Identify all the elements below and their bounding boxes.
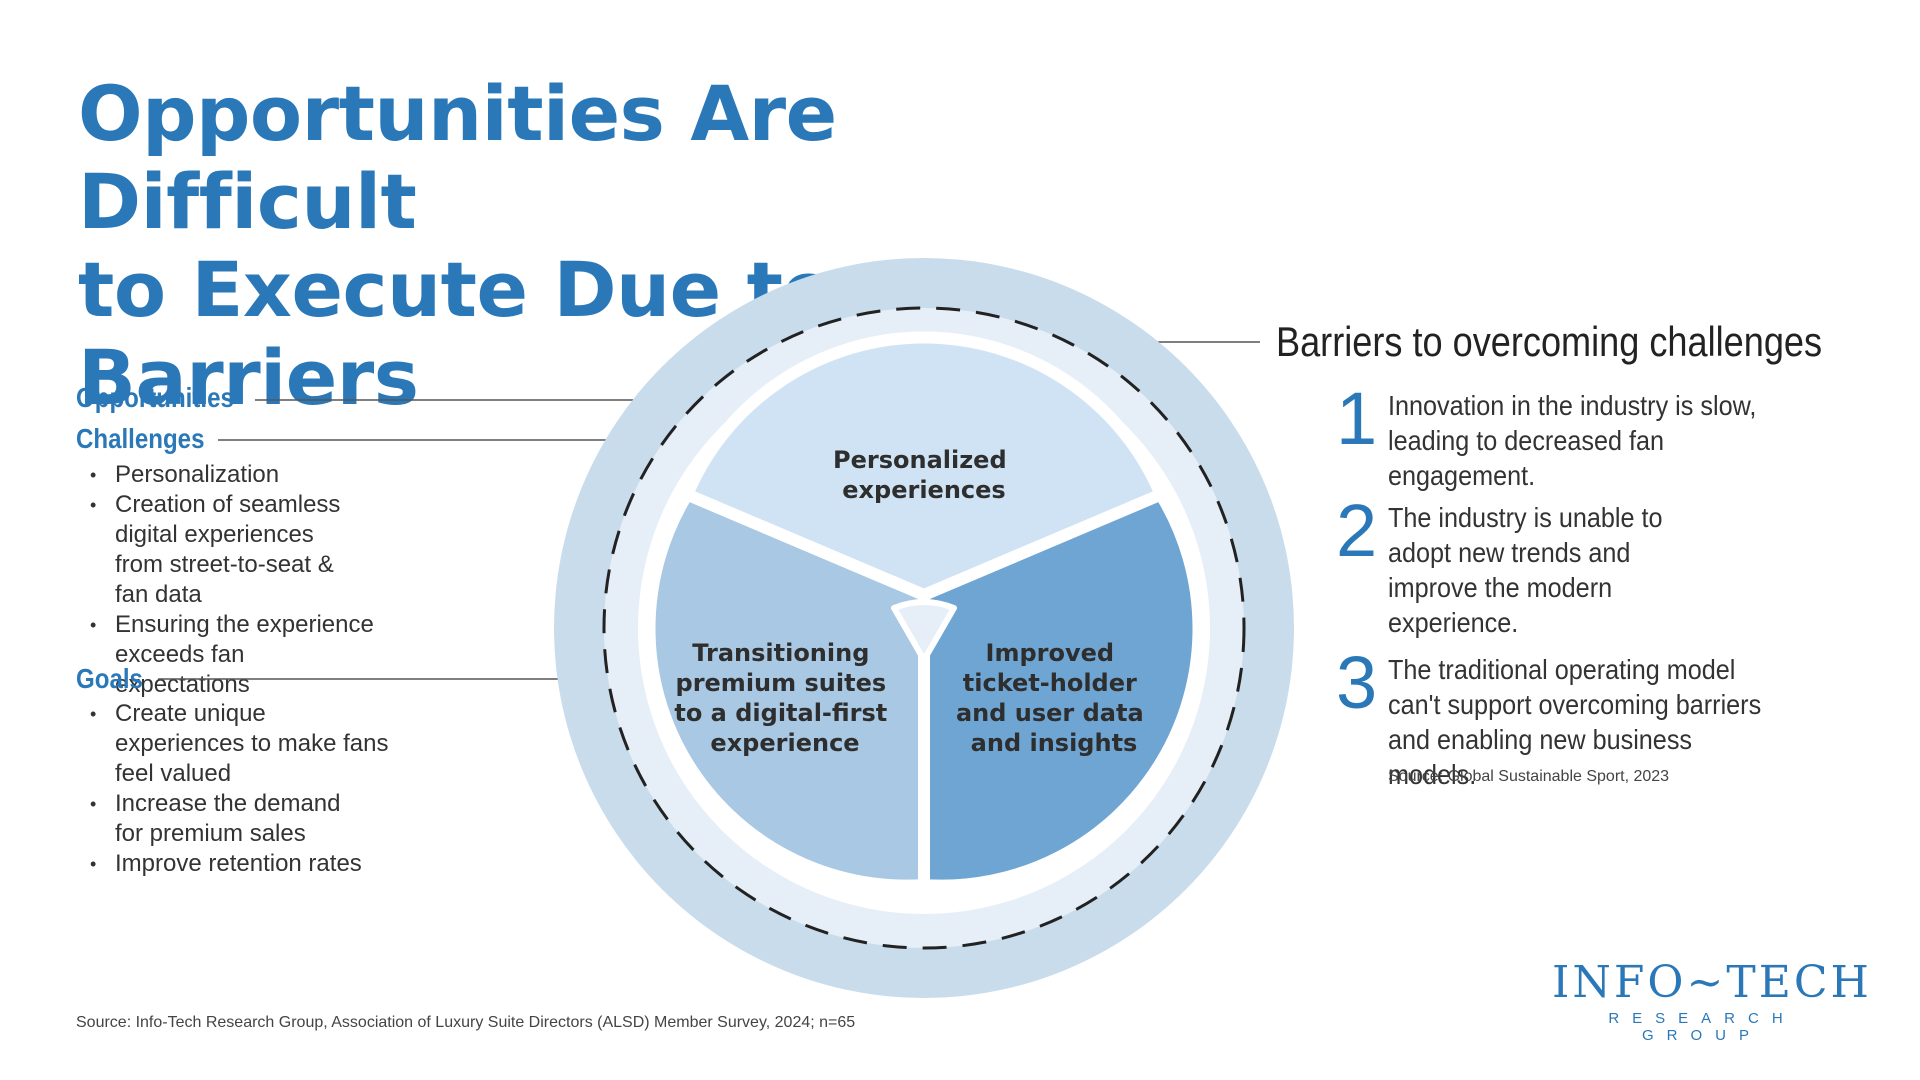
segment-personalized — [681, 331, 1167, 601]
barrier-text: The industry is unable to adopt new tren… — [1388, 502, 1663, 638]
goal-item: Improve retention rates — [82, 849, 435, 879]
page-title-line-1: Opportunities Are Difficult — [78, 69, 837, 246]
goal-item: Create unique experiences to make fans f… — [82, 699, 395, 789]
barriers-heading: Barriers to overcoming challenges — [1276, 318, 1823, 365]
label-line: premium suites — [676, 669, 887, 697]
label-line: and insights — [971, 729, 1138, 757]
segment-label-personalized: Personalized experiences — [833, 446, 1015, 504]
goals-list: Create unique experiences to make fans f… — [82, 699, 435, 879]
challenge-item: Personalization — [82, 460, 435, 490]
page-title: Opportunities Are Difficult to Execute D… — [78, 70, 1178, 422]
label-line: and user data — [956, 699, 1144, 727]
segment-label-premium-suites: Transitioning premium suites to a digita… — [674, 639, 895, 757]
center-hub — [891, 599, 957, 663]
barrier-number: 1 — [1336, 377, 1378, 460]
challenge-item: Ensuring the experience exceeds fan expe… — [82, 610, 385, 700]
label-line: to a digital-first — [674, 699, 887, 727]
challenge-item: Creation of seamless digital experiences… — [82, 490, 365, 610]
barrier-text: The traditional operating model can't su… — [1388, 654, 1762, 790]
opportunities-label: Opportunities — [76, 382, 234, 413]
page-title-line-2: to Execute Due to Barriers — [78, 245, 835, 422]
challenges-list: Personalization Creation of seamless dig… — [82, 460, 435, 700]
label-line: Improved — [986, 639, 1115, 667]
barrier-number: 3 — [1336, 641, 1378, 724]
label-line: Personalized — [833, 446, 1007, 474]
challenges-label: Challenges — [76, 423, 205, 454]
segment-label-user-data: Improved ticket-holder and user data and… — [956, 639, 1152, 757]
dashed-ring — [602, 306, 1246, 950]
info-tech-logo: INFO~TECH RESEARCH GROUP — [1552, 957, 1872, 1045]
label-line: Transitioning — [692, 639, 869, 667]
logo-subtitle: RESEARCH GROUP — [1608, 1010, 1796, 1044]
logo-brand: INFO~TECH — [1552, 957, 1872, 1008]
barrier-text: Innovation in the industry is slow, lead… — [1388, 390, 1757, 491]
footer-source: Source: Info-Tech Research Group, Associ… — [76, 1014, 856, 1031]
barrier-number: 2 — [1336, 489, 1378, 572]
segment-user-data — [918, 488, 1205, 892]
label-line: experience — [710, 729, 859, 757]
goal-item: Increase the demand for premium sales — [82, 789, 375, 849]
goals-label: Goals — [76, 663, 143, 694]
label-line: experiences — [842, 476, 1005, 504]
segment-premium-suites — [643, 488, 930, 892]
label-line: ticket-holder — [963, 669, 1137, 697]
barriers-source: Source: Global Sustainable Sport, 2023 — [1388, 768, 1670, 785]
